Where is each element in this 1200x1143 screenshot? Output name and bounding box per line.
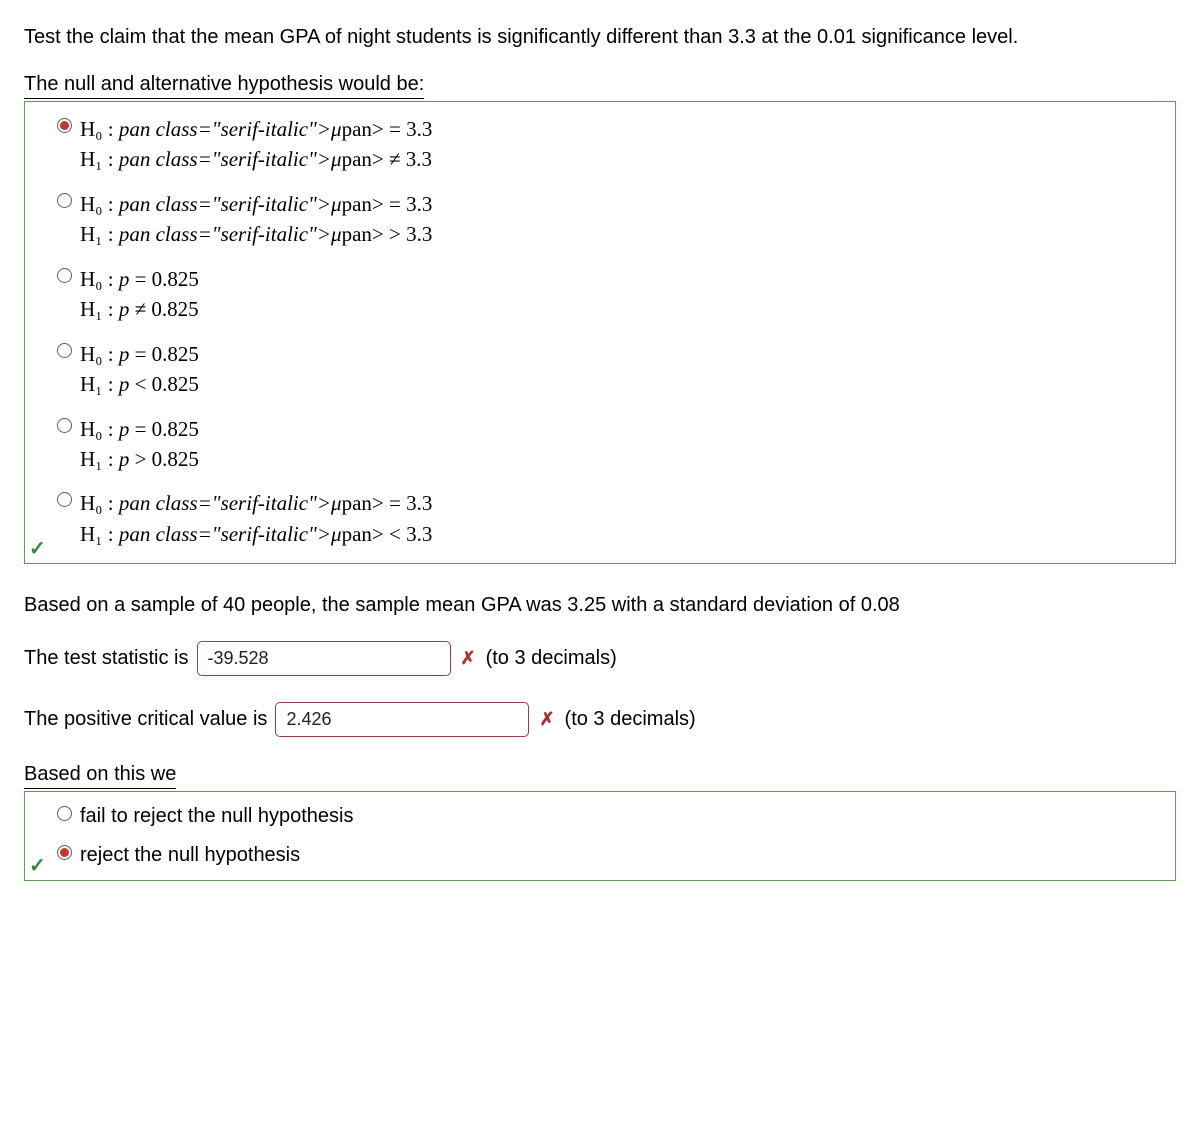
test-stat-input[interactable] (197, 641, 451, 676)
hypothesis-option[interactable]: H₀ : pan class="serif-italic">μpan> = 3.… (33, 110, 1167, 185)
decision-option[interactable]: fail to reject the null hypothesis (33, 800, 1167, 839)
hypothesis-option-label: H₀ : p = 0.825H₁ : p ≠ 0.825 (80, 264, 199, 325)
radio-button[interactable] (57, 193, 72, 208)
decision-prompt: Based on this we (24, 763, 1176, 789)
cross-icon: ✗ (459, 648, 478, 669)
check-icon: ✓ (29, 853, 46, 878)
hypothesis-prompt: The null and alternative hypothesis woul… (24, 73, 1176, 99)
radio-button[interactable] (57, 268, 72, 283)
radio-button[interactable] (57, 492, 72, 507)
test-stat-suffix: (to 3 decimals) (486, 647, 617, 670)
hypothesis-option-label: H₀ : p = 0.825H₁ : p > 0.825 (80, 414, 199, 475)
radio-button[interactable] (57, 806, 72, 821)
critical-value-row: The positive critical value is ✗ (to 3 d… (24, 702, 1176, 737)
hypothesis-option[interactable]: H₀ : pan class="serif-italic">μpan> = 3.… (33, 185, 1167, 260)
hypothesis-option[interactable]: H₀ : p = 0.825H₁ : p > 0.825 (33, 410, 1167, 485)
hypothesis-option[interactable]: H₀ : pan class="serif-italic">μpan> = 3.… (33, 484, 1167, 559)
hypothesis-options-box: H₀ : pan class="serif-italic">μpan> = 3.… (24, 101, 1176, 564)
crit-val-suffix: (to 3 decimals) (565, 708, 696, 731)
hypothesis-option-label: H₀ : pan class="serif-italic">μpan> = 3.… (80, 488, 432, 549)
radio-button[interactable] (57, 118, 72, 133)
decision-option[interactable]: reject the null hypothesis (33, 839, 1167, 878)
hypothesis-option[interactable]: H₀ : p = 0.825H₁ : p ≠ 0.825 (33, 260, 1167, 335)
decision-options-box: fail to reject the null hypothesis reject… (24, 791, 1176, 881)
question-claim: Test the claim that the mean GPA of nigh… (24, 24, 1176, 51)
sample-info: Based on a sample of 40 people, the samp… (24, 592, 1176, 619)
hypothesis-option[interactable]: H₀ : p = 0.825H₁ : p < 0.825 (33, 335, 1167, 410)
test-statistic-row: The test statistic is ✗ (to 3 decimals) (24, 641, 1176, 676)
hypothesis-option-label: H₀ : pan class="serif-italic">μpan> = 3.… (80, 189, 432, 250)
crit-val-label: The positive critical value is (24, 708, 267, 731)
radio-button[interactable] (57, 845, 72, 860)
crit-val-input[interactable] (275, 702, 529, 737)
test-stat-label: The test statistic is (24, 647, 189, 670)
check-icon: ✓ (29, 536, 46, 561)
hypothesis-option-label: H₀ : p = 0.825H₁ : p < 0.825 (80, 339, 199, 400)
decision-option-label: reject the null hypothesis (80, 841, 300, 870)
hypothesis-option-label: H₀ : pan class="serif-italic">μpan> = 3.… (80, 114, 432, 175)
decision-option-label: fail to reject the null hypothesis (80, 802, 354, 831)
radio-button[interactable] (57, 418, 72, 433)
cross-icon: ✗ (537, 709, 556, 730)
radio-button[interactable] (57, 343, 72, 358)
